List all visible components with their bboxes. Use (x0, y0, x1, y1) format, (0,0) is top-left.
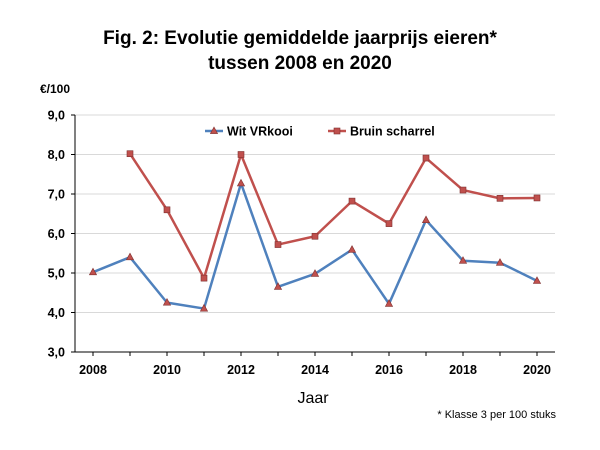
data-point-triangle (88, 267, 98, 276)
data-point-square (163, 206, 171, 214)
x-tick-label: 2014 (301, 363, 329, 377)
data-point-square (496, 195, 504, 202)
data-point-triangle (458, 256, 468, 264)
axes (71, 114, 555, 356)
series-line (128, 153, 538, 280)
y-tick-labels: 3,0 4,0 5,0 6,0 7,0 8,0 9,0 (48, 109, 65, 360)
x-tick-label: 2008 (79, 363, 107, 377)
x-tick-label: 2010 (153, 363, 181, 377)
data-point-triangle (310, 269, 320, 277)
y-tick-label: 3,0 (48, 346, 65, 360)
data-point-square (459, 186, 467, 194)
data-point-square (385, 220, 393, 227)
data-point-triangle (421, 215, 431, 223)
data-point-triangle (162, 297, 172, 306)
data-point-square (274, 241, 282, 248)
footnote: * Klasse 3 per 100 stuks (437, 409, 556, 421)
data-point-triangle (236, 178, 246, 187)
x-tick-label: 2016 (375, 363, 403, 377)
data-point-triangle (384, 299, 394, 307)
series-line (92, 182, 538, 310)
y-tick-label: 8,0 (48, 148, 65, 162)
y-tick-label: 5,0 (48, 267, 65, 281)
data-point-square (126, 150, 134, 158)
data-point-square (348, 197, 356, 205)
legend-item: Wit VRkooi (205, 125, 293, 139)
data-point-triangle (347, 245, 357, 253)
y-tick-label: 9,0 (48, 109, 65, 123)
data-point-square (200, 274, 208, 282)
data-point-square (422, 154, 430, 162)
chart-title-line1: Fig. 2: Evolutie gemiddelde jaarprijs ei… (103, 28, 497, 49)
legend-marker-triangle (209, 126, 219, 134)
series-bruin-scharrel (126, 150, 541, 282)
x-tick-labels: 2008 2010 2012 2014 2016 2018 2020 (79, 363, 551, 377)
data-point-square (311, 232, 319, 240)
legend-marker-square (333, 127, 341, 135)
data-point-square (237, 151, 245, 158)
y-tick-label: 4,0 (48, 306, 65, 320)
series-wit-vrkooi (88, 178, 542, 312)
series-group (88, 150, 542, 312)
grid-lines (75, 114, 555, 313)
legend-item: Bruin scharrel (328, 125, 435, 139)
legend-label: Bruin scharrel (350, 125, 435, 139)
y-tick-label: 7,0 (48, 188, 65, 202)
legend: Wit VRkooi Bruin scharrel (205, 125, 435, 139)
chart-title: Fig. 2: Evolutie gemiddelde jaarprijs ei… (0, 26, 600, 76)
x-tick-label: 2020 (523, 363, 551, 377)
data-point-triangle (495, 258, 505, 266)
data-point-triangle (199, 303, 209, 312)
data-point-square (533, 194, 541, 202)
data-point-triangle (273, 282, 283, 290)
y-axis-unit-label: €/100 (40, 82, 71, 96)
legend-label: Wit VRkooi (227, 125, 293, 139)
chart-title-line2: tussen 2008 en 2020 (208, 53, 392, 74)
x-axis-label: Jaar (297, 390, 329, 407)
x-tick-label: 2012 (227, 363, 255, 377)
data-point-triangle (125, 252, 135, 261)
data-point-triangle (532, 276, 542, 284)
x-tick-label: 2018 (449, 363, 477, 377)
y-tick-label: 6,0 (48, 227, 65, 241)
